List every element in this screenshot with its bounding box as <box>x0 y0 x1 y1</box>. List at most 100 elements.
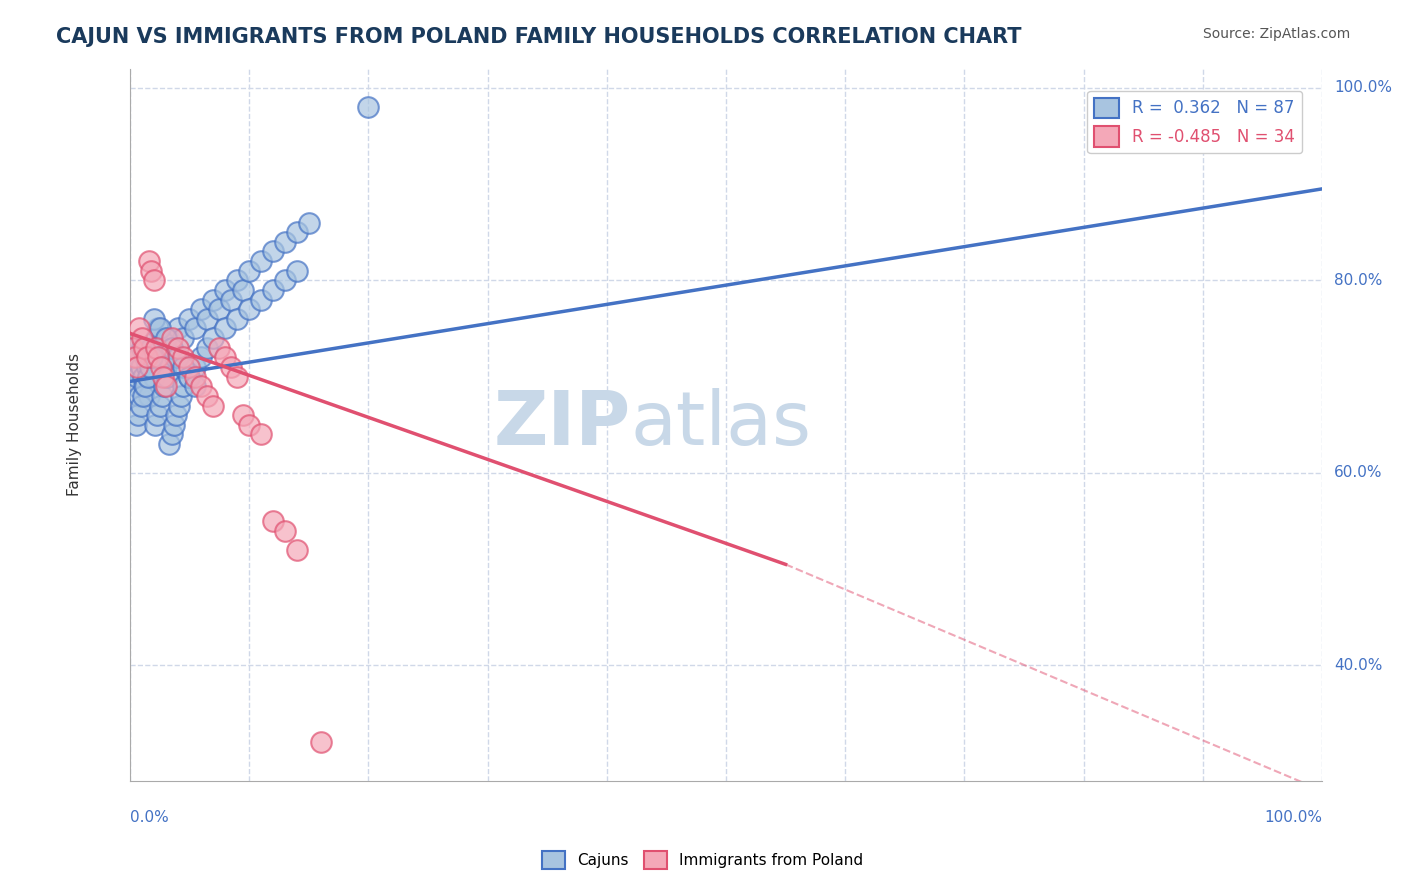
Point <box>179 369 201 384</box>
Point <box>132 389 155 403</box>
Point <box>208 341 231 355</box>
Point <box>262 514 284 528</box>
Point <box>250 254 273 268</box>
Point <box>195 389 218 403</box>
Point <box>143 417 166 432</box>
Text: 100.0%: 100.0% <box>1264 810 1322 824</box>
Point <box>226 369 249 384</box>
Point <box>166 341 188 355</box>
Point <box>141 263 163 277</box>
Point <box>285 263 308 277</box>
Point <box>136 369 159 384</box>
Point <box>195 341 218 355</box>
Point <box>357 100 380 114</box>
Text: Source: ZipAtlas.com: Source: ZipAtlas.com <box>1202 27 1350 41</box>
Point <box>262 283 284 297</box>
Point <box>149 321 172 335</box>
Point <box>148 321 170 335</box>
Point <box>274 524 297 538</box>
Legend: R =  0.362   N = 87, R = -0.485   N = 34: R = 0.362 N = 87, R = -0.485 N = 34 <box>1087 91 1302 153</box>
Point <box>134 379 156 393</box>
Legend: Cajuns, Immigrants from Poland: Cajuns, Immigrants from Poland <box>536 845 870 875</box>
Point <box>122 359 145 374</box>
Point <box>195 311 218 326</box>
Point <box>232 283 254 297</box>
Point <box>149 399 172 413</box>
Point <box>285 543 308 558</box>
Point <box>127 408 149 422</box>
Point <box>142 273 165 287</box>
Point <box>134 341 156 355</box>
Point <box>150 389 173 403</box>
Point <box>139 359 162 374</box>
Point <box>274 273 297 287</box>
Point <box>157 437 180 451</box>
Point <box>165 408 187 422</box>
Point <box>219 293 242 307</box>
Point <box>274 235 297 249</box>
Point <box>149 341 172 355</box>
Point <box>149 359 172 374</box>
Point <box>142 311 165 326</box>
Point <box>131 331 153 345</box>
Point <box>155 359 177 374</box>
Point <box>125 369 148 384</box>
Point <box>155 379 177 393</box>
Point <box>179 311 201 326</box>
Point <box>131 341 153 355</box>
Point <box>179 369 201 384</box>
Point <box>129 399 152 413</box>
Point <box>141 359 163 374</box>
Point <box>163 417 186 432</box>
Point <box>285 225 308 239</box>
Point <box>146 408 169 422</box>
Point <box>121 341 143 355</box>
Point <box>125 417 148 432</box>
Text: 0.0%: 0.0% <box>129 810 169 824</box>
Point <box>139 351 162 365</box>
Point <box>226 273 249 287</box>
Point <box>165 351 187 365</box>
Point <box>160 341 183 355</box>
Text: 40.0%: 40.0% <box>1334 658 1382 673</box>
Point <box>138 389 160 403</box>
Point <box>202 399 225 413</box>
Point <box>172 359 194 374</box>
Point <box>184 379 207 393</box>
Point <box>125 359 148 374</box>
Point <box>128 389 150 403</box>
Point <box>153 379 176 393</box>
Point <box>136 369 159 384</box>
Point <box>166 321 188 335</box>
Point <box>238 302 260 317</box>
Point <box>214 283 236 297</box>
Point <box>156 331 179 345</box>
Point <box>125 379 148 393</box>
Point <box>121 351 143 365</box>
Point <box>170 389 193 403</box>
Text: 80.0%: 80.0% <box>1334 273 1382 288</box>
Text: atlas: atlas <box>630 388 811 461</box>
Text: Family Households: Family Households <box>67 353 82 496</box>
Point <box>134 379 156 393</box>
Point <box>309 735 332 749</box>
Point <box>124 341 146 355</box>
Point <box>238 263 260 277</box>
Point <box>250 427 273 442</box>
Point <box>232 408 254 422</box>
Point <box>190 379 212 393</box>
Point <box>298 216 321 230</box>
Point <box>172 379 194 393</box>
Text: CAJUN VS IMMIGRANTS FROM POLAND FAMILY HOUSEHOLDS CORRELATION CHART: CAJUN VS IMMIGRANTS FROM POLAND FAMILY H… <box>56 27 1022 46</box>
Point <box>184 359 207 374</box>
Point <box>145 341 167 355</box>
Point <box>238 417 260 432</box>
Point <box>155 331 177 345</box>
Point <box>202 331 225 345</box>
Point <box>202 293 225 307</box>
Text: ZIP: ZIP <box>494 388 630 461</box>
Point <box>160 341 183 355</box>
Point <box>219 359 242 374</box>
Point <box>208 302 231 317</box>
Point <box>250 293 273 307</box>
